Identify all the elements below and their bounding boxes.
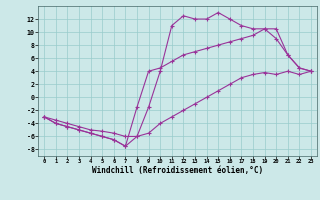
X-axis label: Windchill (Refroidissement éolien,°C): Windchill (Refroidissement éolien,°C) [92,166,263,175]
